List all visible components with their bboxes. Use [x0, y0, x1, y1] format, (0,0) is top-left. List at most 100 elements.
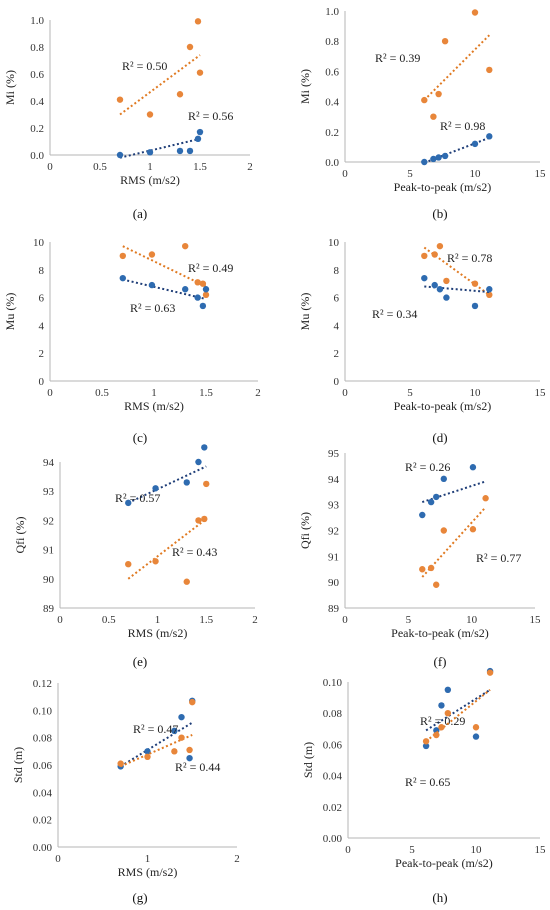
chart-e-x-tick-label: 1.5: [199, 614, 213, 626]
chart-g-orange-point: [171, 748, 178, 755]
chart-b-y-tick-label: 0.8: [325, 36, 339, 48]
chart-e-blue-point: [125, 499, 132, 507]
chart-e-y-tick-label: 90: [43, 574, 55, 586]
chart-h-x-tick-label: 0: [345, 844, 351, 856]
chart-h-blue-r2-label: R² = 0.29: [420, 714, 465, 728]
chart-f-blue-point: [469, 464, 477, 471]
chart-b-blue-point: [441, 152, 449, 160]
chart-d-y-axis-label: Mu (%): [298, 293, 312, 331]
chart-f-orange-point: [433, 581, 440, 588]
chart-a-orange-point: [194, 18, 202, 25]
chart-f-x-tick-label: 5: [406, 614, 412, 626]
chart-b-orange-point: [486, 66, 493, 74]
chart-d-x-axis-label: Peak-to-peak (m/s2): [394, 399, 492, 413]
chart-d-x-tick-label: 15: [535, 387, 547, 399]
chart-h-orange-point: [486, 669, 494, 676]
chart-a-orange-point: [196, 69, 204, 76]
chart-b-orange-r2-label: R² = 0.39: [375, 51, 420, 65]
chart-b-orange-trendline: [423, 34, 491, 101]
chart-d-orange-point: [486, 291, 493, 299]
chart-a-blue-point: [186, 147, 194, 155]
chart-b-orange-point: [441, 38, 449, 45]
chart-e-orange-point: [152, 558, 159, 565]
chart-f-orange-r2-label: R² = 0.77: [476, 551, 521, 565]
chart-g-y-tick-label: 0.12: [33, 678, 52, 690]
chart-g-x-tick-label: 2: [234, 853, 240, 865]
chart-e-blue-trendline: [127, 465, 207, 504]
chart-f-blue-r2-label: R² = 0.26: [405, 460, 450, 474]
chart-g-x-tick-label: 0: [55, 853, 61, 865]
chart-c-y-tick-label: 2: [39, 348, 45, 360]
chart-a-orange-r2-label: R² = 0.50: [122, 59, 167, 73]
chart-b-blue-point: [430, 155, 437, 163]
chart-f-y-axis-label: Qfi (%): [298, 512, 312, 549]
chart-d-blue-point: [471, 302, 479, 310]
chart-g-orange-r2-label: R² = 0.44: [175, 760, 220, 774]
chart-b-blue-point: [471, 140, 479, 148]
chart-e-y-tick-label: 93: [43, 486, 55, 498]
chart-d-orange-r2-label: R² = 0.78: [447, 251, 492, 265]
chart-f-orange-point: [482, 495, 489, 502]
chart-a-orange-point: [116, 96, 124, 103]
chart-g-orange-point: [144, 753, 151, 760]
chart-c-blue-point: [119, 274, 127, 282]
chart-c-y-tick-label: 8: [39, 265, 45, 277]
chart-g-y-axis-label: Std (m): [11, 747, 25, 783]
chart-c-panel-label: (c): [133, 430, 147, 445]
chart-e-y-tick-label: 92: [43, 515, 54, 527]
chart-a-blue-point: [196, 128, 204, 136]
chart-a-x-tick-label: 0.5: [93, 161, 107, 173]
chart-a-blue-trendline: [119, 137, 201, 159]
chart-d-x-tick-label: 5: [407, 387, 413, 399]
chart-h-blue-point: [438, 702, 445, 709]
chart-a-x-tick-label: 1: [147, 161, 153, 173]
chart-f-y-tick-label: 94: [328, 474, 340, 486]
chart-h-y-tick-label: 0.06: [323, 739, 343, 751]
chart-g-blue-point: [171, 727, 178, 735]
chart-e-panel-label: (e): [133, 654, 147, 669]
chart-e-orange-r2-label: R² = 0.43: [172, 545, 217, 559]
chart-d-orange-point: [431, 251, 438, 258]
chart-f-blue-point: [427, 498, 435, 506]
chart-e-x-tick-label: 0: [57, 614, 63, 626]
chart-g-blue-trendline: [120, 721, 193, 768]
chart-f-y-tick-label: 95: [328, 448, 340, 460]
chart-f-orange-point: [427, 564, 435, 572]
chart-e-orange-point: [203, 480, 210, 488]
chart-d-blue-point: [443, 294, 450, 301]
chart-b-orange-point: [421, 96, 428, 104]
chart-f-orange-point: [469, 526, 477, 533]
chart-a-y-tick-label: 0.2: [30, 123, 44, 135]
chart-g-blue-point: [144, 748, 151, 755]
chart-e-orange-trendline: [127, 518, 207, 580]
chart-d-orange-point: [421, 252, 428, 260]
chart-e-x-tick-label: 1: [155, 614, 161, 626]
chart-a-x-tick-label: 2: [247, 161, 253, 173]
chart-d-blue-point: [486, 286, 493, 293]
chart-h-y-tick-label: 0.00: [323, 833, 343, 845]
chart-a-orange-point: [146, 111, 154, 118]
chart-h-blue-point: [444, 686, 452, 693]
chart-c-blue-point: [202, 286, 210, 293]
chart-e-blue-point: [183, 479, 190, 486]
chart-c-orange-point: [199, 280, 207, 287]
chart-c-blue-point: [194, 294, 201, 301]
chart-e-blue-point: [201, 444, 208, 451]
chart-d-y-tick-label: 6: [334, 293, 340, 305]
chart-g-blue-point: [178, 713, 185, 721]
chart-b-x-tick-label: 0: [342, 168, 348, 180]
chart-c-y-tick-label: 4: [39, 320, 45, 332]
chart-b-y-tick-label: 0.0: [325, 157, 339, 169]
chart-d-orange-point: [436, 242, 444, 250]
chart-d-y-tick-label: 8: [334, 265, 340, 277]
chart-g-orange-point: [189, 698, 196, 706]
chart-f-y-tick-label: 91: [328, 551, 339, 563]
chart-a-blue-point: [116, 151, 124, 159]
chart-h-blue-point: [472, 733, 480, 740]
chart-c-y-tick-label: 0: [39, 376, 45, 388]
chart-e-blue-point: [152, 485, 159, 492]
chart-d-blue-r2-label: R² = 0.34: [372, 307, 417, 321]
chart-d-y-tick-label: 4: [334, 320, 340, 332]
chart-c-orange-trendline: [122, 245, 207, 288]
chart-c-orange-point: [202, 291, 210, 299]
